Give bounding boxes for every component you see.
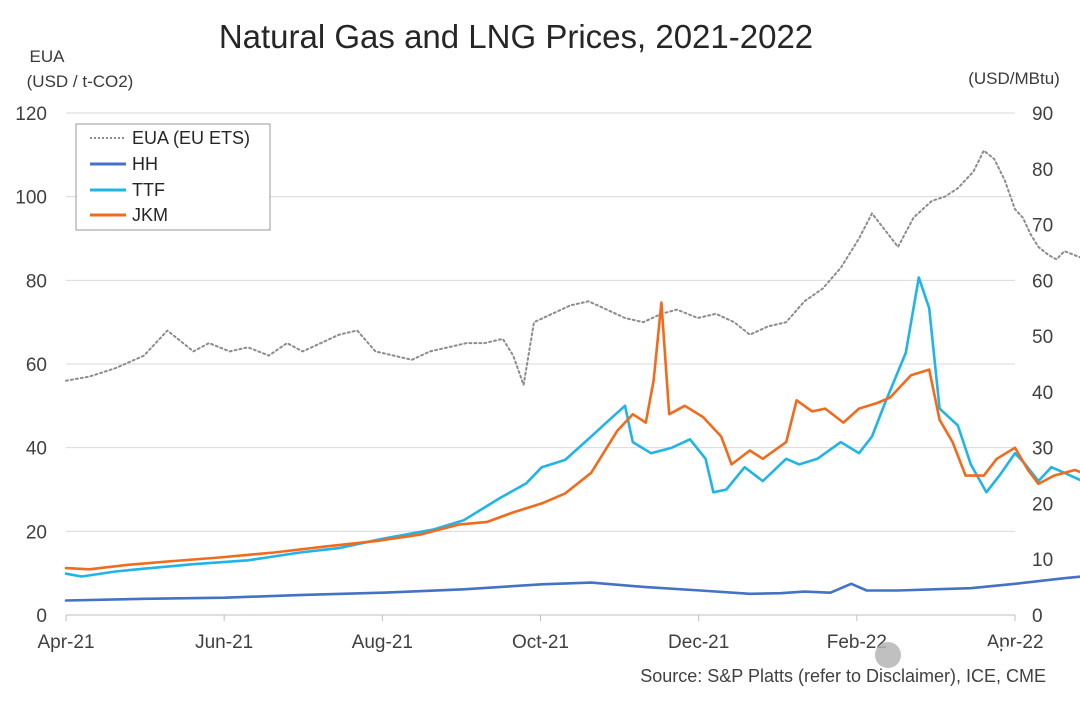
x-tick-label: Aug-21 (352, 632, 413, 653)
legend: EUA (EU ETS) HH TTF JKM (75, 123, 271, 231)
watermark: 大地采集者 (875, 642, 1018, 668)
right-axis-ticks: 0 10 20 30 40 50 60 70 80 90 (1032, 104, 1053, 627)
right-tick-label: 40 (1032, 383, 1053, 404)
x-axis-ticks: Apr-21 Jun-21 Aug-21 Oct-21 Dec-21 Feb-22 Apr-… (37, 615, 1044, 653)
right-axis-label: (USD/MBtu) (968, 69, 1060, 88)
right-tick-label: 90 (1032, 104, 1053, 125)
left-axis-ticks: 0 20 40 60 80 100 120 (15, 104, 47, 627)
left-tick-label: 80 (26, 271, 47, 292)
legend-label-eua: EUA (EU ETS) (132, 128, 250, 148)
right-tick-label: 50 (1032, 327, 1053, 348)
right-tick-label: 70 (1032, 216, 1053, 237)
series-lines (64, 149, 1080, 602)
x-tick-label: Apr-22 (986, 632, 1043, 653)
left-tick-label: 100 (15, 188, 47, 209)
series-line-ttf (64, 276, 1080, 578)
legend-label-ttf: TTF (132, 180, 165, 200)
left-axis-label-line1: EUA (30, 47, 66, 66)
series-line-eua-eu-ets (65, 149, 1080, 386)
right-tick-label: 20 (1032, 494, 1053, 515)
right-tick-label: 10 (1032, 550, 1053, 571)
left-tick-label: 40 (26, 439, 47, 460)
x-tick-label: Dec-21 (668, 632, 729, 653)
right-tick-label: 80 (1032, 160, 1053, 181)
left-tick-label: 120 (15, 104, 47, 125)
right-tick-label: 30 (1032, 439, 1053, 460)
series-line-jkm (64, 301, 1080, 571)
legend-label-hh: HH (132, 154, 158, 174)
left-tick-label: 0 (36, 606, 47, 627)
legend-label-jkm: JKM (132, 205, 168, 225)
right-tick-label: 0 (1032, 606, 1043, 627)
wechat-icon (875, 642, 901, 668)
left-tick-label: 60 (26, 355, 47, 376)
source-note: Source: S&P Platts (refer to Disclaimer)… (640, 666, 1046, 686)
x-tick-label: Jun-21 (195, 632, 253, 653)
legend-box (75, 123, 271, 231)
series-line-hh (64, 575, 1080, 602)
x-tick-label: Apr-21 (37, 632, 94, 653)
watermark-text: 大地采集者 (908, 643, 1018, 668)
x-tick-label: Oct-21 (512, 632, 569, 653)
right-tick-label: 60 (1032, 271, 1053, 292)
chart-title: Natural Gas and LNG Prices, 2021-2022 (219, 18, 813, 55)
left-tick-label: 20 (26, 522, 47, 543)
x-tick-label: Feb-22 (827, 632, 887, 653)
left-axis-label-line2: (USD / t-CO2) (27, 72, 134, 91)
